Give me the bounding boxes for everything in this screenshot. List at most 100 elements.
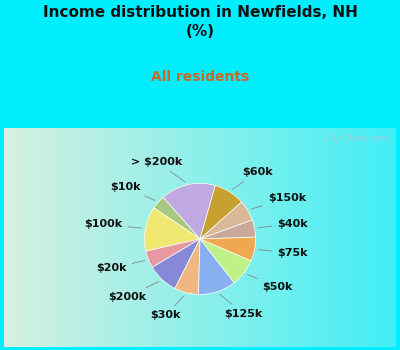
Bar: [267, 128, 270, 346]
Bar: [204, 128, 208, 346]
Bar: [290, 128, 294, 346]
Bar: [122, 128, 126, 346]
Bar: [196, 128, 200, 346]
Wedge shape: [175, 239, 200, 294]
Text: $50k: $50k: [248, 274, 293, 292]
Bar: [361, 128, 365, 346]
Bar: [235, 128, 239, 346]
Bar: [274, 128, 278, 346]
Bar: [337, 128, 341, 346]
Bar: [172, 128, 176, 346]
Bar: [67, 128, 71, 346]
Bar: [24, 128, 28, 346]
Text: $100k: $100k: [84, 219, 142, 229]
Bar: [94, 128, 98, 346]
Text: $200k: $200k: [108, 281, 159, 302]
Bar: [43, 128, 47, 346]
Bar: [82, 128, 86, 346]
Wedge shape: [152, 239, 200, 288]
Bar: [98, 128, 102, 346]
Bar: [180, 128, 184, 346]
Bar: [270, 128, 274, 346]
Bar: [228, 128, 231, 346]
Bar: [208, 128, 212, 346]
Wedge shape: [154, 197, 200, 239]
Bar: [16, 128, 20, 346]
Wedge shape: [200, 220, 256, 239]
Bar: [165, 128, 169, 346]
Bar: [282, 128, 286, 346]
Bar: [176, 128, 180, 346]
Bar: [153, 128, 157, 346]
Bar: [74, 128, 78, 346]
Bar: [188, 128, 192, 346]
Bar: [310, 128, 314, 346]
Bar: [341, 128, 345, 346]
Bar: [86, 128, 90, 346]
Bar: [169, 128, 172, 346]
Bar: [212, 128, 216, 346]
Bar: [200, 128, 204, 346]
Bar: [55, 128, 59, 346]
Bar: [353, 128, 357, 346]
Bar: [133, 128, 137, 346]
Text: $150k: $150k: [251, 194, 306, 209]
Bar: [149, 128, 153, 346]
Bar: [110, 128, 114, 346]
Bar: [216, 128, 220, 346]
Bar: [192, 128, 196, 346]
Bar: [8, 128, 12, 346]
Bar: [114, 128, 118, 346]
Bar: [263, 128, 267, 346]
Bar: [392, 128, 396, 346]
Wedge shape: [200, 186, 242, 239]
Bar: [102, 128, 106, 346]
Bar: [349, 128, 353, 346]
Bar: [161, 128, 165, 346]
Bar: [247, 128, 251, 346]
Bar: [63, 128, 67, 346]
Bar: [118, 128, 122, 346]
Bar: [106, 128, 110, 346]
Text: $125k: $125k: [220, 294, 263, 319]
Wedge shape: [144, 208, 200, 251]
Text: $20k: $20k: [96, 260, 145, 273]
Bar: [239, 128, 243, 346]
Bar: [357, 128, 361, 346]
Bar: [384, 128, 388, 346]
Bar: [126, 128, 130, 346]
Bar: [224, 128, 228, 346]
Text: $75k: $75k: [258, 248, 308, 258]
Bar: [157, 128, 161, 346]
Bar: [345, 128, 349, 346]
Bar: [322, 128, 326, 346]
Bar: [306, 128, 310, 346]
Bar: [365, 128, 368, 346]
Bar: [259, 128, 263, 346]
Bar: [314, 128, 318, 346]
Bar: [278, 128, 282, 346]
Text: $10k: $10k: [110, 182, 155, 201]
Bar: [35, 128, 39, 346]
Bar: [326, 128, 329, 346]
Text: $30k: $30k: [150, 296, 184, 320]
Text: City-Data.com: City-Data.com: [324, 134, 388, 143]
Bar: [184, 128, 188, 346]
Bar: [388, 128, 392, 346]
Bar: [20, 128, 24, 346]
Bar: [130, 128, 133, 346]
Wedge shape: [163, 183, 215, 239]
Bar: [220, 128, 224, 346]
Bar: [302, 128, 306, 346]
Wedge shape: [200, 202, 252, 239]
Bar: [32, 128, 35, 346]
Wedge shape: [198, 239, 234, 294]
Bar: [137, 128, 141, 346]
Text: Income distribution in Newfields, NH
(%): Income distribution in Newfields, NH (%): [42, 5, 358, 39]
Bar: [71, 128, 74, 346]
Text: $60k: $60k: [232, 167, 273, 189]
Bar: [47, 128, 51, 346]
Bar: [4, 128, 8, 346]
Text: $40k: $40k: [258, 219, 308, 229]
Bar: [243, 128, 247, 346]
